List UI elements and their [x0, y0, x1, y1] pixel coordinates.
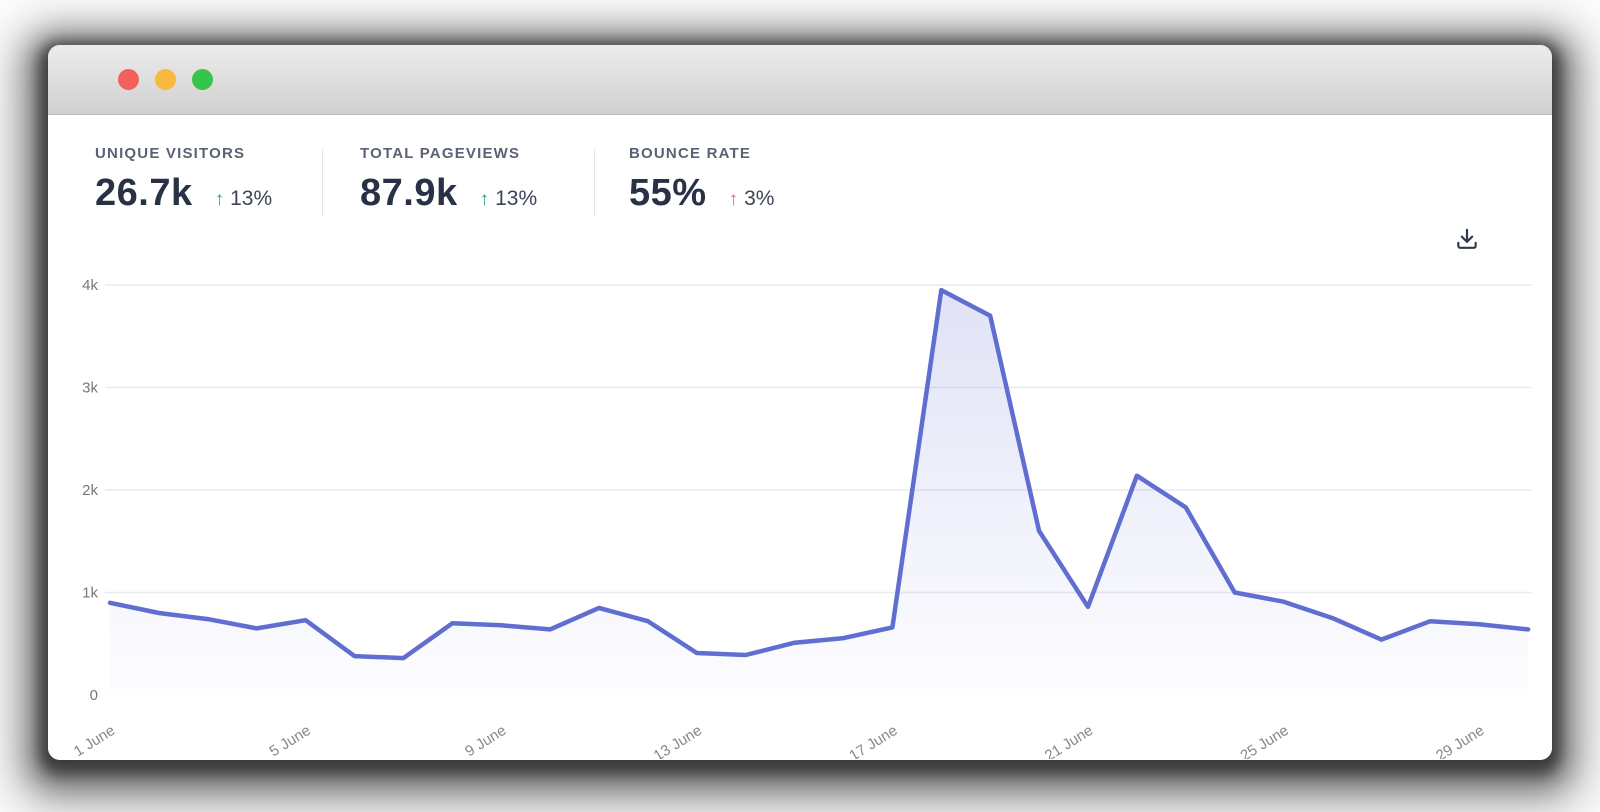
- stat-label: BOUNCE RATE: [629, 145, 752, 162]
- x-tick-label: 21 June: [1042, 722, 1096, 759]
- stat-divider: [594, 149, 595, 217]
- x-tick-label: 17 June: [846, 722, 900, 759]
- chart-series: [107, 287, 1531, 695]
- y-tick-label: 4k: [82, 277, 98, 294]
- stat-unique-visitors: UNIQUE VISITORS 26.7k ↑ 13%: [95, 145, 322, 212]
- stat-delta-percent: 3%: [744, 187, 775, 210]
- y-tick-label: 0: [90, 687, 98, 704]
- stat-value: 26.7k: [95, 172, 193, 214]
- y-tick-label: 3k: [82, 380, 98, 397]
- stat-value: 87.9k: [360, 172, 458, 214]
- area-fill: [110, 290, 1529, 695]
- download-button[interactable]: [1454, 225, 1482, 253]
- x-tick-label: 25 June: [1237, 722, 1291, 759]
- x-tick-label: 29 June: [1433, 722, 1487, 759]
- stat-label: TOTAL PAGEVIEWS: [360, 145, 521, 162]
- x-tick-label: 9 June: [462, 722, 509, 759]
- y-axis-labels: 0 1k 2k 3k 4k: [82, 277, 98, 704]
- window-content: UNIQUE VISITORS 26.7k ↑ 13% TOTAL PAGEVI…: [48, 115, 1552, 759]
- close-window-button[interactable]: [118, 69, 139, 90]
- x-tick-label: 13 June: [651, 722, 705, 759]
- area-chart-canvas: 0 1k 2k 3k 4k 1 June 5 June 9 June 13 June 17 Ju…: [71, 277, 1532, 759]
- y-tick-label: 2k: [82, 482, 98, 499]
- series-line: [107, 287, 1531, 661]
- app-window: UNIQUE VISITORS 26.7k ↑ 13% TOTAL PAGEVI…: [48, 45, 1552, 760]
- stat-label: UNIQUE VISITORS: [95, 145, 246, 162]
- stat-value: 55%: [629, 172, 707, 214]
- y-tick-label: 1k: [82, 585, 98, 602]
- trend-up-icon: ↑: [479, 189, 490, 210]
- stat-total-pageviews: TOTAL PAGEVIEWS 87.9k ↑ 13%: [323, 145, 594, 212]
- stat-delta: ↑ 3%: [729, 187, 775, 211]
- x-tick-label: 5 June: [267, 722, 314, 759]
- trend-up-icon: ↑: [214, 189, 225, 210]
- stat-bounce-rate: BOUNCE RATE 55% ↑ 3%: [595, 145, 774, 212]
- x-axis-labels: 1 June 5 June 9 June 13 June 17 June 21 June 2…: [71, 722, 1487, 759]
- stat-delta: ↑ 13%: [215, 187, 273, 211]
- trend-up-icon: ↑: [728, 189, 739, 210]
- minimize-window-button[interactable]: [155, 69, 176, 90]
- stat-delta-percent: 13%: [230, 187, 273, 210]
- stat-delta: ↑ 13%: [480, 187, 538, 211]
- download-icon: [1457, 228, 1477, 249]
- zoom-window-button[interactable]: [192, 69, 213, 90]
- stats-header: UNIQUE VISITORS 26.7k ↑ 13% TOTAL PAGEVI…: [48, 115, 1552, 217]
- chart-gridlines: [105, 284, 1532, 594]
- traffic-chart: 0 1k 2k 3k 4k 1 June 5 June 9 June 13 June 17 Ju…: [48, 225, 1552, 759]
- x-tick-label: 1 June: [71, 722, 118, 759]
- stat-delta-percent: 13%: [495, 187, 538, 210]
- window-titlebar: [48, 45, 1552, 115]
- stat-divider: [322, 149, 323, 217]
